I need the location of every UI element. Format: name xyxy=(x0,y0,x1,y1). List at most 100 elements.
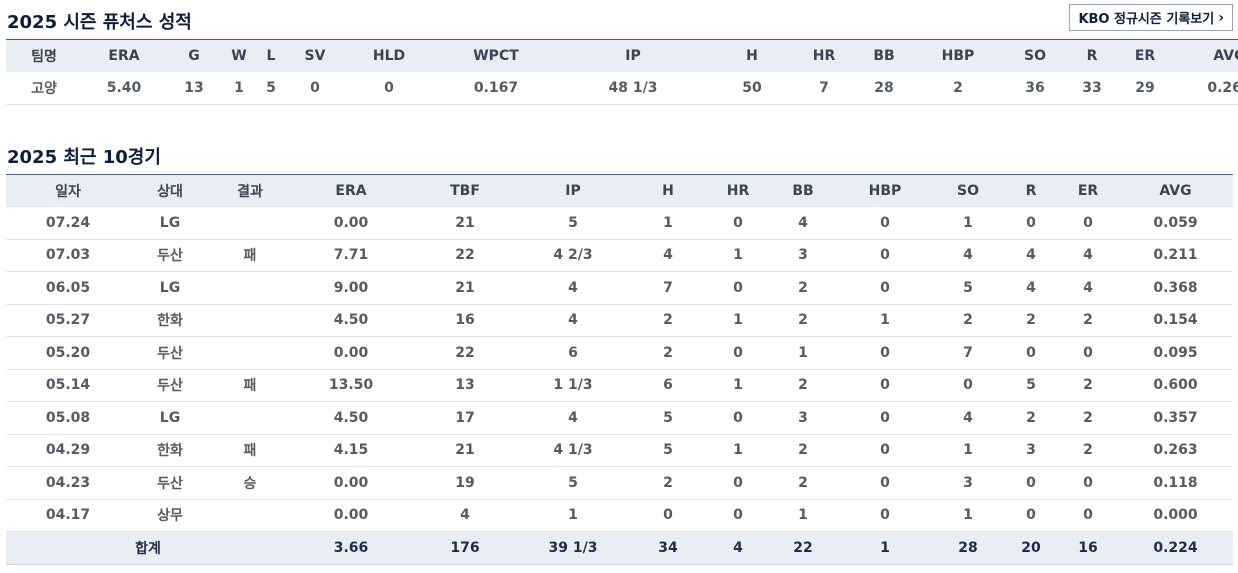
table-cell: 16 xyxy=(412,304,518,337)
column-header: ER xyxy=(1077,182,1099,199)
total-cell: 20 xyxy=(1004,531,1058,565)
table-cell: 4 xyxy=(1004,239,1058,272)
table-cell: 7.71 xyxy=(290,239,412,272)
table-cell: 3 xyxy=(768,239,838,272)
table-cell: 1 xyxy=(628,206,708,240)
table-cell: 7 xyxy=(796,71,852,105)
table-cell: 4.50 xyxy=(290,401,412,435)
table-cell: 0.059 xyxy=(1118,206,1233,240)
column-header: ERA xyxy=(108,47,140,64)
table-cell: 1 xyxy=(708,304,768,337)
table-cell: 7 xyxy=(628,271,708,305)
column-header: HLD xyxy=(372,47,406,64)
table-cell: 21 xyxy=(412,206,518,240)
table-cell: 4 xyxy=(1058,271,1118,305)
table-cell: 0.211 xyxy=(1118,239,1233,272)
table-cell: 4 xyxy=(518,401,628,435)
table-cell: 1 xyxy=(838,304,932,337)
game-row: 07.03 두산 패 7.71 22 4 2/3 4 1 3 0 4 4 4 0.211 xyxy=(6,239,1233,272)
kbo-regular-season-button[interactable]: KBO 정규시즌 기록보기 › xyxy=(1069,4,1233,31)
table-cell: 0 xyxy=(932,369,1004,402)
total-cell: 28 xyxy=(932,531,1004,565)
table-cell: 13 xyxy=(412,369,518,402)
column-header: H xyxy=(662,182,674,199)
table-cell: 29 xyxy=(1114,71,1176,105)
table-cell: 0 xyxy=(838,239,932,272)
table-cell: LG xyxy=(130,401,210,435)
table-cell: 한화 xyxy=(130,434,210,467)
table-cell: 0.368 xyxy=(1118,271,1233,305)
column-header: SO xyxy=(957,182,979,199)
total-cell: 1 xyxy=(838,531,932,565)
table-cell: 2 xyxy=(768,434,838,467)
table-cell: 5 xyxy=(628,401,708,435)
column-header: G xyxy=(188,47,200,64)
table-cell: 0 xyxy=(708,336,768,370)
table-cell: 0.000 xyxy=(1118,499,1233,532)
table-cell: LG xyxy=(130,206,210,240)
table-cell xyxy=(210,206,290,240)
game-row: 04.23 두산 승 0.00 19 5 2 0 2 0 3 0 0 0.118 xyxy=(6,466,1233,500)
total-cell: 0.224 xyxy=(1118,531,1233,565)
table-cell: 한화 xyxy=(130,304,210,337)
table-cell: 2 xyxy=(628,466,708,500)
table-cell: 05.20 xyxy=(6,336,130,370)
game-row: 05.20 두산 0.00 22 6 2 0 1 0 7 0 0 0.095 xyxy=(6,336,1233,370)
game-row: 06.05 LG 9.00 21 4 7 0 2 0 5 4 4 0.368 xyxy=(6,271,1233,305)
table-cell: 4.15 xyxy=(290,434,412,467)
table-cell: 13.50 xyxy=(290,369,412,402)
column-header: L xyxy=(266,47,276,64)
game-row: 04.17 상무 0.00 4 1 0 0 1 0 1 0 0 0.000 xyxy=(6,499,1233,532)
table-cell: 0.00 xyxy=(290,336,412,370)
table-cell: 0.263 xyxy=(1118,434,1233,467)
table-cell: 2 xyxy=(628,304,708,337)
table-cell: 1 xyxy=(932,434,1004,467)
table-cell: 4 xyxy=(1004,271,1058,305)
table-cell: 5 xyxy=(1004,369,1058,402)
table-cell: 0 xyxy=(344,71,434,105)
table-cell: 2 xyxy=(628,336,708,370)
table-cell: 4 xyxy=(1058,239,1118,272)
column-header: H xyxy=(746,47,758,64)
table-cell: 두산 xyxy=(130,466,210,500)
table-cell: 1 xyxy=(768,336,838,370)
table-cell: 5 xyxy=(518,466,628,500)
table-cell: 0 xyxy=(838,336,932,370)
table-cell: 2 xyxy=(768,304,838,337)
table-cell: 2 xyxy=(932,304,1004,337)
column-header: AVG xyxy=(1213,47,1238,64)
total-cell: 176 xyxy=(412,531,518,565)
column-header: SO xyxy=(1024,47,1046,64)
table-cell: 6 xyxy=(518,336,628,370)
table-cell: 0 xyxy=(838,271,932,305)
table-cell: 0 xyxy=(1004,206,1058,240)
table-cell: 2 xyxy=(1058,434,1118,467)
table-cell: 1 xyxy=(768,499,838,532)
game-row: 04.29 한화 패 4.15 21 4 1/3 5 1 2 0 1 3 2 0.263 xyxy=(6,434,1233,467)
column-header: 일자 xyxy=(55,183,81,200)
table-cell: 0 xyxy=(1004,336,1058,370)
table-cell: 0 xyxy=(838,434,932,467)
table-cell: 4 1/3 xyxy=(518,434,628,467)
season-section-title: 2025 시즌 퓨처스 성적 xyxy=(7,12,192,33)
table-cell: 0.357 xyxy=(1118,401,1233,435)
table-cell: 2 xyxy=(768,369,838,402)
total-cell: 39 1/3 xyxy=(518,531,628,565)
table-cell: 2 xyxy=(1004,401,1058,435)
column-header: BB xyxy=(873,47,895,64)
column-header: HR xyxy=(812,47,836,64)
table-cell: 04.29 xyxy=(6,434,130,467)
table-cell: 0 xyxy=(838,206,932,240)
table-cell: 승 xyxy=(210,466,290,500)
column-header: R xyxy=(1086,47,1098,64)
table-cell: 19 xyxy=(412,466,518,500)
table-cell: 3 xyxy=(768,401,838,435)
table-cell: 0 xyxy=(1004,499,1058,532)
column-header: HBP xyxy=(868,182,902,199)
table-cell: 0 xyxy=(708,271,768,305)
table-cell: 0.095 xyxy=(1118,336,1233,370)
table-cell: 5 xyxy=(518,206,628,240)
table-cell: 1 xyxy=(518,499,628,532)
table-cell: 07.24 xyxy=(6,206,130,240)
